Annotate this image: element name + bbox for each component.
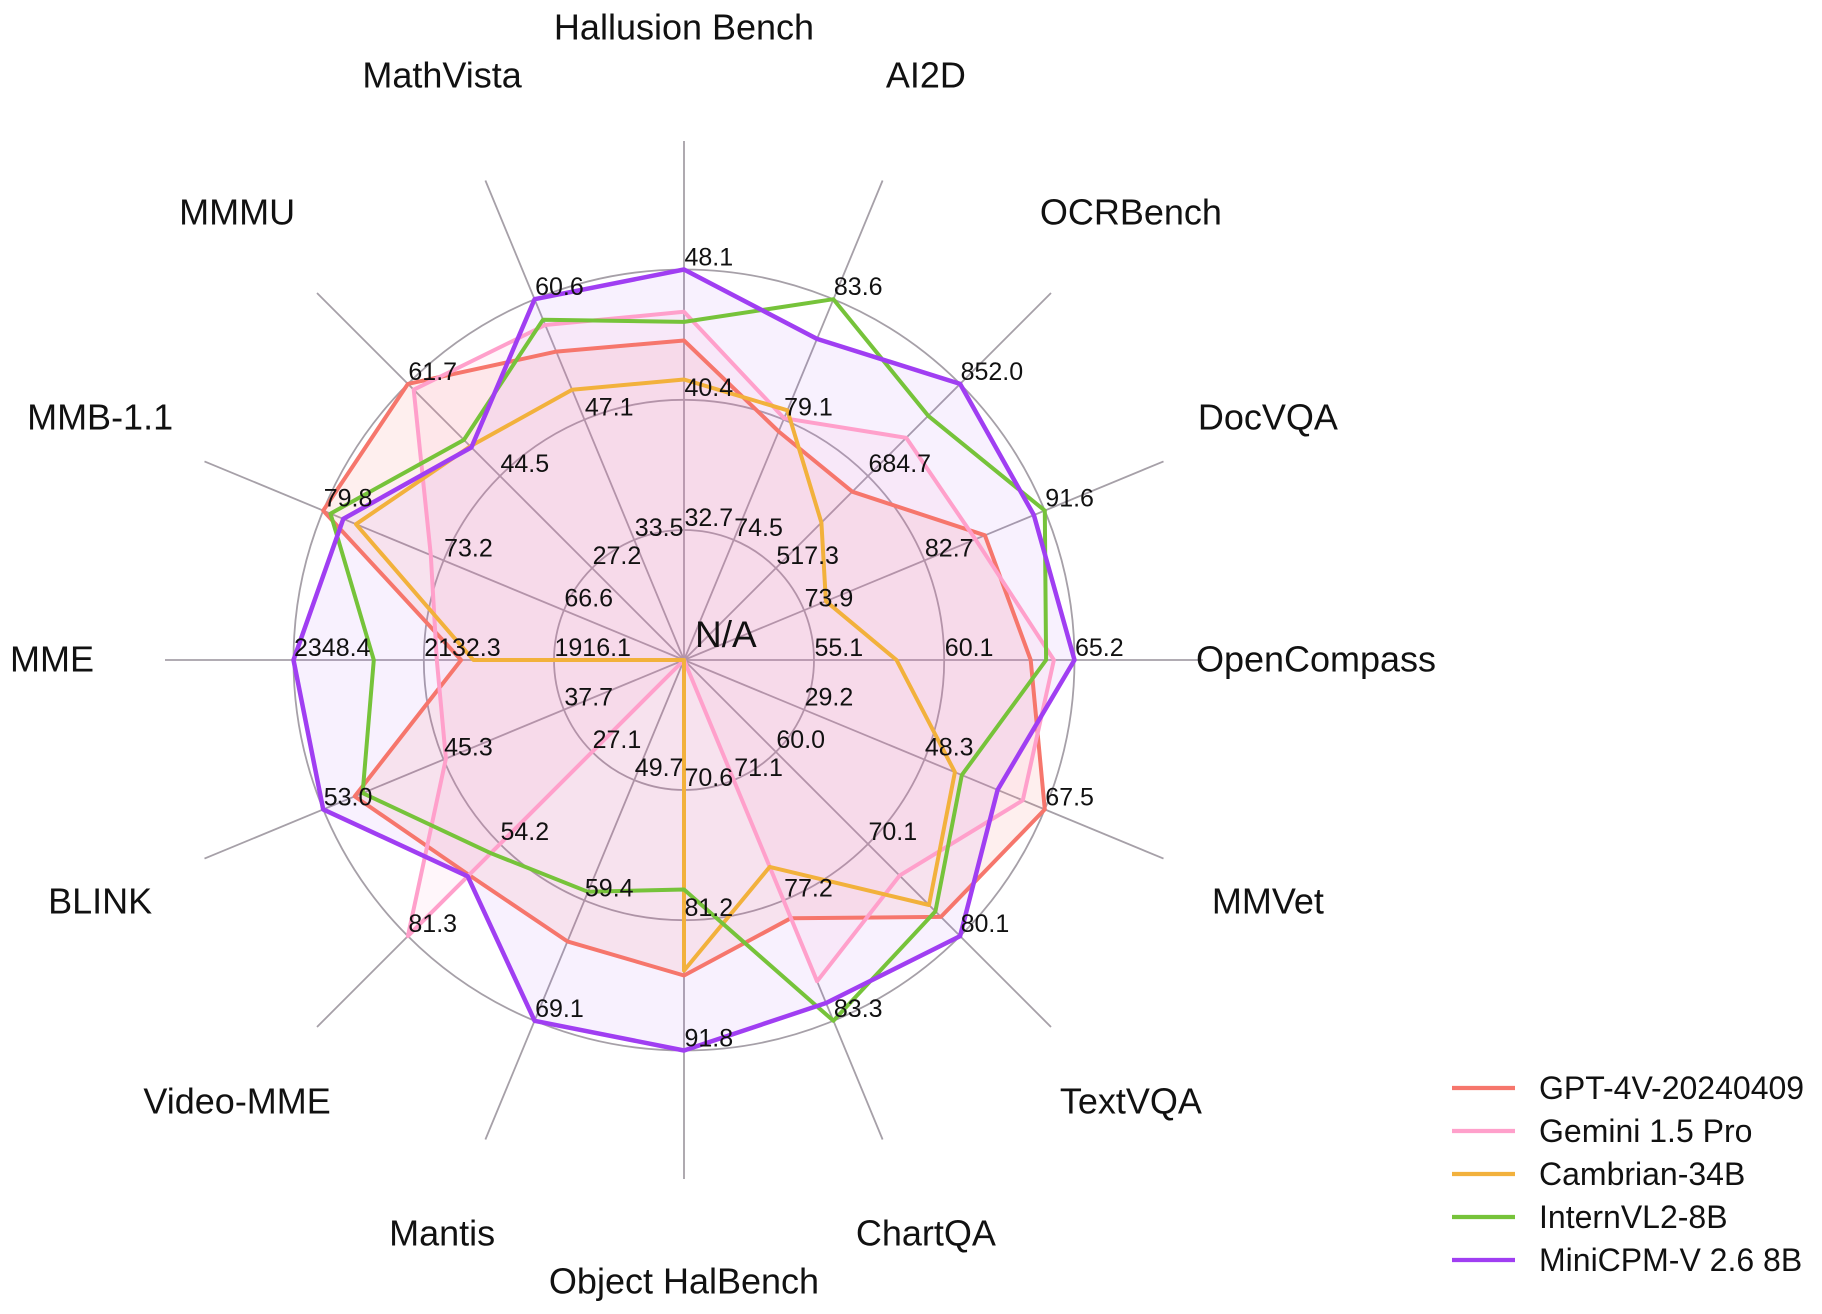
svg-text:44.5: 44.5 (501, 450, 550, 478)
svg-text:Cambrian-34B: Cambrian-34B (1539, 1156, 1745, 1192)
svg-text:60.6: 60.6 (535, 273, 584, 301)
svg-text:TextVQA: TextVQA (1060, 1080, 1202, 1121)
svg-text:73.2: 73.2 (444, 534, 493, 562)
svg-text:684.7: 684.7 (869, 450, 932, 478)
svg-text:83.3: 83.3 (834, 995, 883, 1023)
svg-text:GPT-4V-20240409: GPT-4V-20240409 (1539, 1070, 1804, 1106)
svg-text:53.0: 53.0 (324, 783, 373, 811)
svg-text:InternVL2-8B: InternVL2-8B (1539, 1199, 1728, 1235)
svg-text:27.1: 27.1 (593, 726, 642, 754)
svg-text:54.2: 54.2 (501, 818, 550, 846)
svg-text:80.1: 80.1 (961, 910, 1010, 938)
svg-text:32.7: 32.7 (685, 504, 734, 532)
svg-text:83.6: 83.6 (834, 273, 883, 301)
svg-text:33.5: 33.5 (635, 514, 684, 542)
svg-text:37.7: 37.7 (564, 684, 613, 712)
svg-text:OpenCompass: OpenCompass (1196, 639, 1436, 680)
svg-text:55.1: 55.1 (815, 634, 864, 662)
svg-text:Hallusion Bench: Hallusion Bench (554, 7, 814, 48)
svg-text:27.2: 27.2 (593, 542, 642, 570)
svg-text:70.1: 70.1 (869, 818, 918, 846)
svg-text:Gemini 1.5 Pro: Gemini 1.5 Pro (1539, 1113, 1752, 1149)
svg-text:MiniCPM-V 2.6 8B: MiniCPM-V 2.6 8B (1539, 1242, 1802, 1278)
svg-text:N/A: N/A (695, 614, 757, 655)
svg-text:MathVista: MathVista (362, 55, 522, 96)
svg-text:81.2: 81.2 (685, 894, 734, 922)
svg-text:81.3: 81.3 (408, 910, 457, 938)
svg-text:AI2D: AI2D (886, 55, 966, 96)
svg-text:66.6: 66.6 (564, 584, 613, 612)
svg-text:852.0: 852.0 (961, 358, 1024, 386)
svg-text:49.7: 49.7 (635, 754, 684, 782)
svg-text:2132.3: 2132.3 (424, 634, 500, 662)
svg-text:91.6: 91.6 (1045, 485, 1094, 513)
svg-text:29.2: 29.2 (805, 684, 854, 712)
svg-text:91.8: 91.8 (685, 1025, 734, 1053)
svg-text:OCRBench: OCRBench (1040, 192, 1222, 233)
svg-text:48.1: 48.1 (685, 244, 734, 272)
svg-text:40.4: 40.4 (685, 374, 734, 402)
svg-text:67.5: 67.5 (1045, 783, 1094, 811)
svg-text:73.9: 73.9 (805, 584, 854, 612)
svg-text:48.3: 48.3 (925, 734, 974, 762)
svg-text:65.2: 65.2 (1075, 634, 1124, 662)
svg-text:60.0: 60.0 (776, 726, 825, 754)
svg-text:MMMU: MMMU (179, 192, 295, 233)
svg-text:MMVet: MMVet (1212, 880, 1324, 921)
svg-text:71.1: 71.1 (734, 754, 783, 782)
svg-text:77.2: 77.2 (784, 874, 833, 902)
svg-text:MME: MME (10, 639, 94, 680)
svg-text:47.1: 47.1 (585, 394, 634, 422)
svg-text:Mantis: Mantis (389, 1212, 495, 1253)
svg-text:79.8: 79.8 (324, 485, 373, 513)
svg-text:DocVQA: DocVQA (1198, 397, 1338, 438)
svg-text:BLINK: BLINK (48, 880, 152, 921)
svg-text:2348.4: 2348.4 (294, 634, 371, 662)
svg-text:60.1: 60.1 (945, 634, 994, 662)
svg-text:74.5: 74.5 (734, 514, 783, 542)
svg-text:61.7: 61.7 (408, 358, 457, 386)
svg-text:79.1: 79.1 (784, 394, 833, 422)
svg-text:MMB-1.1: MMB-1.1 (27, 397, 173, 438)
svg-text:1916.1: 1916.1 (555, 634, 631, 662)
svg-text:59.4: 59.4 (585, 874, 634, 902)
svg-text:82.7: 82.7 (925, 534, 974, 562)
svg-text:ChartQA: ChartQA (856, 1212, 996, 1253)
svg-text:45.3: 45.3 (444, 734, 493, 762)
svg-text:69.1: 69.1 (535, 995, 584, 1023)
svg-text:Video-MME: Video-MME (143, 1080, 330, 1121)
svg-text:517.3: 517.3 (776, 542, 839, 570)
svg-text:70.6: 70.6 (685, 764, 734, 792)
svg-text:Object HalBench: Object HalBench (549, 1261, 819, 1302)
